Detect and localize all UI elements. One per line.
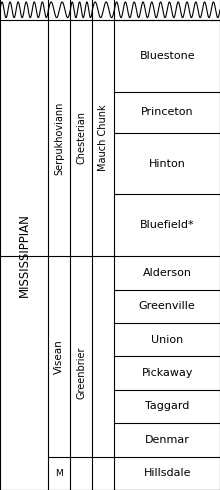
Text: Hinton: Hinton xyxy=(149,159,186,169)
Text: MISSISSIPPIAN: MISSISSIPPIAN xyxy=(18,213,31,297)
Text: Bluestone: Bluestone xyxy=(139,50,195,61)
Text: Chesterian: Chesterian xyxy=(76,111,86,164)
Text: Visean: Visean xyxy=(54,339,64,374)
Text: Alderson: Alderson xyxy=(143,268,192,278)
Text: Hillsdale: Hillsdale xyxy=(143,468,191,478)
Text: Greenbrier: Greenbrier xyxy=(76,347,86,399)
Text: Union: Union xyxy=(151,335,183,344)
Text: Taggard: Taggard xyxy=(145,401,189,412)
Text: Pickaway: Pickaway xyxy=(141,368,193,378)
Text: M: M xyxy=(55,469,63,478)
Text: Mauch Chunk: Mauch Chunk xyxy=(98,104,108,171)
Text: Greenville: Greenville xyxy=(139,301,196,311)
Text: Bluefield*: Bluefield* xyxy=(140,220,194,230)
Text: Princeton: Princeton xyxy=(141,107,194,117)
Text: Serpukhoviann: Serpukhoviann xyxy=(54,101,64,174)
Text: Denmar: Denmar xyxy=(145,435,190,445)
